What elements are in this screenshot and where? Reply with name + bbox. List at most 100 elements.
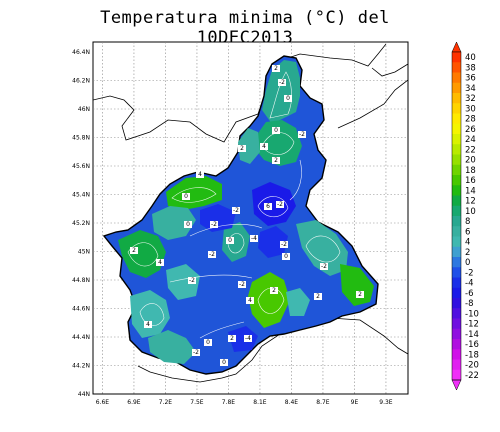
colorbar-label: 30: [465, 104, 476, 114]
colorbar-segment: [452, 349, 461, 360]
isotherm-label-bg: [260, 143, 268, 150]
isotherm-label-bg: [246, 297, 254, 304]
isotherm-label: -2: [193, 349, 199, 356]
colorbar-label: 24: [465, 135, 476, 145]
colorbar-label: 0: [465, 258, 470, 268]
colorbar-top-arrow: [451, 41, 462, 53]
colorbar-label: 22: [465, 145, 476, 155]
colorbar-label: 20: [465, 156, 476, 166]
colorbar-segment: [452, 103, 461, 114]
isotherm-label: -2: [321, 263, 327, 270]
colorbar-segment: [452, 144, 461, 155]
isotherm-label-bg: [314, 293, 322, 300]
colorbar-label: 6: [465, 227, 470, 237]
isotherm-label-bg: [144, 321, 152, 328]
isotherm-label-bg: [270, 287, 278, 294]
y-tick-label: 44.6N: [72, 306, 90, 313]
y-tick-label: 45.4N: [72, 192, 90, 199]
colorbar-label: -10: [465, 309, 479, 319]
isotherm-label: -2: [279, 79, 285, 86]
isotherm-label: 2: [132, 247, 136, 254]
isotherm-label: 2: [272, 287, 276, 294]
isotherm-label-bg: [272, 157, 280, 164]
y-tick-label: 46.4N: [72, 49, 90, 56]
colorbar-segment: [452, 72, 461, 84]
y-tick-label: 44.2N: [72, 363, 90, 370]
colorbar-segment: [452, 164, 461, 176]
isotherm-label: 4: [158, 259, 162, 266]
colorbar-segment: [452, 134, 461, 145]
colorbar-segment: [452, 308, 461, 319]
isotherm-label-bg: [264, 203, 272, 210]
isotherm-label: -2: [299, 131, 305, 138]
colorbar-label: 16: [465, 176, 476, 186]
colorbar-label: 36: [465, 74, 476, 84]
colorbar-label: 38: [465, 63, 476, 73]
colorbar-segment: [452, 267, 461, 278]
isotherm-label: 0: [286, 95, 290, 102]
isotherm-label-bg: [278, 79, 286, 86]
isotherm-label-bg: [298, 131, 306, 138]
colorbar-label: 4: [465, 238, 470, 248]
isotherm-label-bg: [208, 251, 216, 258]
isotherm-label: -2: [211, 221, 217, 228]
isotherm-label: 4: [198, 171, 202, 178]
isotherm-label-bg: [226, 237, 234, 244]
isotherm-label-bg: [220, 359, 228, 366]
isotherm-label-bg: [196, 171, 204, 178]
colorbar-label: -12: [465, 320, 479, 330]
isotherm-label-bg: [276, 201, 284, 208]
warm-zones: [118, 60, 374, 364]
colorbar-bottom-arrow: [451, 379, 462, 391]
colorbar-label: -2: [465, 268, 473, 278]
colorbar-label: 18: [465, 166, 476, 176]
x-tick-label: 8.7E: [316, 399, 330, 406]
colorbar-segment: [452, 195, 461, 207]
x-tick-label: 7.2E: [159, 399, 173, 406]
colorbar-segment: [452, 339, 461, 350]
isotherm-label-bg: [210, 221, 218, 228]
x-tick-label: 9E: [351, 399, 359, 406]
colorbar-segment: [452, 82, 461, 94]
colorbar-label: 2: [465, 248, 470, 258]
isotherm-label-bg: [272, 127, 280, 134]
y-tick-label: 45.2N: [72, 220, 90, 227]
colorbar-segment: [452, 216, 461, 227]
isotherm-label: -2: [209, 251, 215, 258]
colorbar-segment: [452, 369, 461, 381]
colorbar-label: 40: [465, 53, 476, 63]
isotherm-label: 0: [284, 253, 288, 260]
isotherm-label: 2: [316, 293, 320, 300]
colorbar-segment: [452, 257, 461, 268]
isotherm-label-bg: [204, 339, 212, 346]
colorbar-label: -18: [465, 350, 479, 360]
y-tick-label: 46N: [78, 106, 90, 113]
isotherm-label: 2: [230, 335, 234, 342]
isotherm-label: -2: [277, 201, 283, 208]
isotherm-label-bg: [250, 235, 258, 242]
x-tick-label: 7.5E: [190, 399, 204, 406]
isotherm-label: -2: [239, 281, 245, 288]
x-tick-label: 6.9E: [127, 399, 141, 406]
isotherm-label: 2: [274, 157, 278, 164]
colorbar-segment: [452, 246, 461, 258]
colorbar-label: -20: [465, 361, 479, 371]
colorbar-segment: [452, 318, 461, 330]
colorbar-segment: [452, 93, 461, 104]
colorbar-label: -8: [465, 299, 473, 309]
isotherm-label: 4: [248, 297, 252, 304]
colorbar-segment: [452, 359, 461, 371]
isotherm-label-bg: [156, 259, 164, 266]
piemonte-region: [102, 55, 379, 375]
x-axis-ticks: 6.6E 6.9E 7.2E 7.5E 7.8E 8.1E 8.4E 8.7E 9E 9.3E: [96, 399, 393, 406]
colorbar-segment: [452, 175, 461, 186]
isotherm-label: 6: [266, 203, 270, 210]
colorbar-segment: [452, 226, 461, 237]
isotherm-label-bg: [280, 241, 288, 248]
y-tick-label: 45.6N: [72, 163, 90, 170]
y-tick-label: 46.2N: [72, 78, 90, 85]
x-tick-label: 7.8E: [222, 399, 236, 406]
x-tick-label: 8.4E: [285, 399, 299, 406]
isotherm-label: 0: [228, 237, 232, 244]
